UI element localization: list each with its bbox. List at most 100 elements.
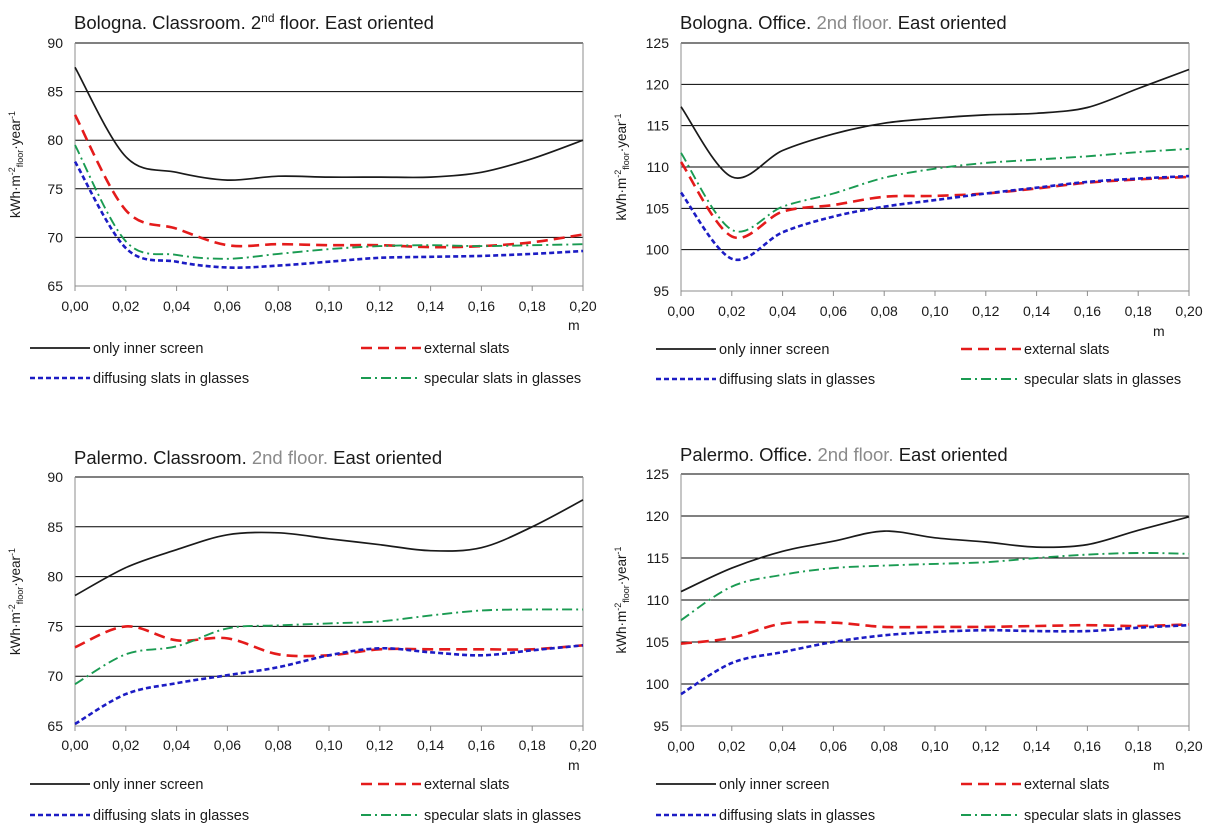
series-line-external: [73, 114, 584, 249]
chart-panel-1: Bologna. Classroom. 2nd floor. East orie…: [7, 11, 597, 387]
chart-title: Palermo. Office. 2nd floor. East oriente…: [680, 444, 1008, 465]
series-line-diffusing: [74, 644, 584, 726]
y-label-part: ·year: [8, 555, 23, 586]
legend-item-external: external slats: [961, 342, 1109, 358]
x-axis-label: m: [1153, 323, 1165, 339]
y-label-part: ·year: [614, 121, 629, 152]
x-tick-label: 0,00: [61, 737, 88, 753]
x-tick-label: 0,08: [871, 738, 898, 754]
y-tick-label: 65: [47, 278, 63, 294]
y-tick-label: 115: [647, 118, 670, 134]
chart-title-mid: 2nd floor.: [816, 12, 892, 33]
legend-label: external slats: [424, 341, 509, 357]
y-tick-label: 80: [47, 569, 63, 585]
y-tick-label: 70: [47, 229, 63, 245]
x-tick-label: 0,16: [1074, 303, 1101, 319]
y-label-part: kWh·m: [8, 175, 23, 218]
x-tick-label: 0,14: [417, 737, 444, 753]
y-label-sup: -1: [7, 548, 17, 556]
x-tick-label: 0,04: [163, 298, 190, 314]
legend-label: only inner screen: [719, 777, 829, 793]
x-axis-label: m: [568, 317, 580, 333]
x-tick-label: 0,12: [972, 738, 999, 754]
y-tick-label: 65: [47, 718, 63, 734]
series-line-inner: [74, 499, 584, 597]
y-label-part: ·year: [8, 118, 23, 149]
y-tick-label: 95: [653, 283, 669, 299]
x-tick-label: 0,08: [265, 298, 292, 314]
x-tick-label: 0,20: [1175, 303, 1202, 319]
y-tick-label: 75: [47, 181, 63, 197]
legend-label: diffusing slats in glasses: [719, 372, 875, 388]
chart-title: Bologna. Office. 2nd floor. East oriente…: [680, 12, 1007, 33]
chart-title-mid: 2nd floor.: [817, 444, 893, 465]
legend-label: only inner screen: [93, 341, 203, 357]
x-tick-label: 0,06: [214, 737, 241, 753]
y-tick-label: 105: [646, 200, 670, 216]
x-tick-label: 0,10: [315, 737, 342, 753]
chart-title-mid: floor.: [275, 12, 320, 33]
y-label-sup: -1: [613, 113, 623, 121]
legend: only inner screen external slats diffusing…: [30, 341, 581, 387]
x-tick-label: 0,14: [417, 298, 444, 314]
x-tick-label: 0,16: [468, 737, 495, 753]
y-label-sup: -1: [7, 111, 17, 119]
series-line-specular: [74, 144, 584, 260]
series-line-specular: [680, 147, 1190, 233]
legend-item-diffusing: diffusing slats in glasses: [30, 808, 249, 824]
legend-item-specular: specular slats in glasses: [961, 372, 1181, 388]
x-tick-label: 0,06: [820, 738, 847, 754]
series-line-external: [680, 620, 1190, 645]
y-tick-label: 90: [47, 469, 63, 485]
x-tick-label: 0,00: [61, 298, 88, 314]
series-line-diffusing: [679, 174, 1190, 262]
legend-label: diffusing slats in glasses: [93, 808, 249, 824]
legend: only inner screen external slats diffusing…: [656, 777, 1181, 824]
x-tick-label: 0,16: [1074, 738, 1101, 754]
series-line-specular: [74, 608, 584, 686]
chart-title-prefix: Bologna. Classroom. 2: [74, 12, 261, 33]
series-line-diffusing: [73, 160, 584, 269]
chart-title-suffix: East oriented: [328, 447, 442, 468]
chart-title-prefix: Bologna. Office.: [680, 12, 816, 33]
legend-item-external: external slats: [961, 777, 1109, 793]
legend-label: only inner screen: [719, 342, 829, 358]
y-tick-label: 70: [47, 668, 63, 684]
chart-title-prefix: Palermo. Office.: [680, 444, 817, 465]
x-tick-label: 0,10: [921, 303, 948, 319]
chart-title: Bologna. Classroom. 2nd floor. East orie…: [74, 11, 434, 33]
y-tick-label: 125: [646, 466, 670, 482]
y-label-part: kWh·m: [8, 612, 23, 655]
x-tick-label: 0,14: [1023, 303, 1050, 319]
y-tick-label: 125: [646, 35, 670, 51]
x-tick-label: 0,04: [769, 738, 796, 754]
series-line-external: [74, 625, 584, 658]
series-line-inner: [680, 515, 1190, 593]
y-axis-label: kWh·m-2floor·year-1: [613, 113, 631, 220]
legend-label: external slats: [1024, 342, 1109, 358]
y-tick-label: 110: [647, 592, 670, 608]
y-label-sup: -2: [7, 167, 17, 175]
x-tick-label: 0,14: [1023, 738, 1050, 754]
y-tick-label: 120: [646, 508, 670, 524]
y-label-sub: floor: [15, 150, 25, 168]
y-tick-label: 120: [646, 76, 670, 92]
y-axis-label: kWh·m-2floor·year-1: [7, 111, 25, 218]
y-tick-label: 105: [646, 634, 670, 650]
series-line-inner: [74, 66, 584, 181]
chart-panel-4: Palermo. Office. 2nd floor. East oriente…: [613, 444, 1203, 824]
chart-title-suffix: East oriented: [320, 12, 434, 33]
series-line-specular: [680, 552, 1190, 621]
x-tick-label: 0,02: [718, 738, 745, 754]
legend-label: specular slats in glasses: [424, 371, 581, 387]
x-tick-label: 0,10: [921, 738, 948, 754]
legend-item-inner: only inner screen: [656, 342, 829, 358]
chart-title-suffix: East oriented: [893, 12, 1007, 33]
y-label-sup: -1: [613, 546, 623, 554]
x-tick-label: 0,02: [112, 737, 139, 753]
x-tick-label: 0,06: [214, 298, 241, 314]
legend-item-specular: specular slats in glasses: [361, 808, 581, 824]
y-tick-label: 110: [647, 159, 670, 175]
y-label-sup: -2: [613, 170, 623, 178]
legend-item-inner: only inner screen: [656, 777, 829, 793]
